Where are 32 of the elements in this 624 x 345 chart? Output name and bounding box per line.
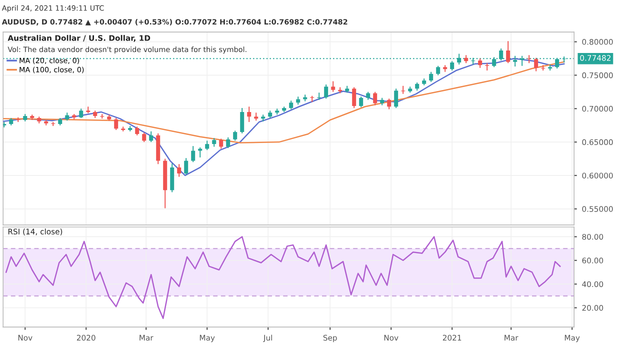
candlestick (233, 130, 238, 142)
candlestick (436, 65, 440, 76)
candlestick (450, 60, 454, 72)
candlestick (240, 107, 244, 134)
candlestick (191, 146, 196, 163)
candlestick (478, 58, 482, 68)
candlestick (198, 146, 202, 158)
candlestick (506, 40, 510, 64)
candlestick (429, 71, 434, 82)
candlestick (170, 162, 174, 193)
candlestick (359, 96, 364, 108)
candlestick (324, 84, 328, 100)
candlestick (184, 158, 188, 176)
candlestick (352, 86, 356, 108)
candlestick (555, 57, 560, 69)
candlestick (394, 88, 398, 108)
candlestick (142, 132, 146, 143)
candlestick (387, 98, 392, 110)
candlestick (177, 164, 182, 178)
candlestick (114, 118, 118, 130)
candlestick (331, 80, 336, 92)
candlestick (485, 62, 490, 72)
line-series (5, 236, 561, 320)
candlestick (219, 138, 224, 150)
candlestick (247, 106, 252, 122)
candlestick (534, 57, 538, 72)
candlestick (149, 130, 154, 143)
candlestick (226, 136, 230, 149)
candlestick (373, 91, 378, 106)
candlestick (79, 108, 84, 118)
candlestick (205, 140, 210, 151)
line-series (3, 58, 565, 176)
